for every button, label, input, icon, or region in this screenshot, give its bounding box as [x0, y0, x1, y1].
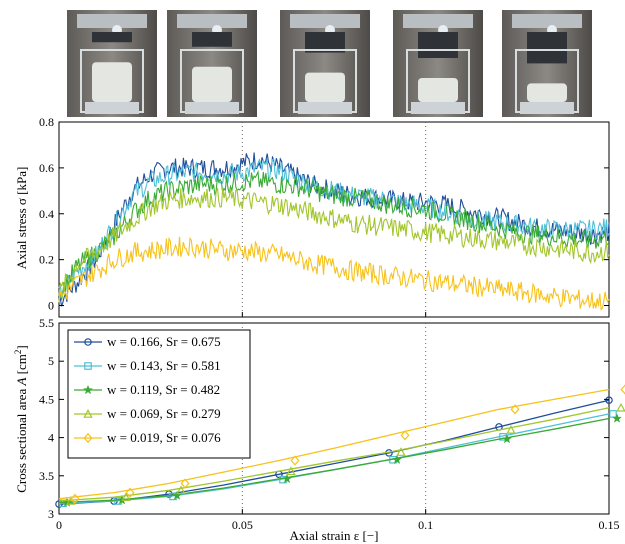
area-series-4-point: [286, 466, 296, 476]
area-panel: 3 3.5 4 4.5 5 5.5 0 0.05 0.1 0.15 Cross sectiona…: [13, 312, 625, 543]
legend-label: w = 0.019, Sr = 0.076: [107, 430, 221, 445]
area-series-2-point: [609, 410, 617, 418]
area-series-5-point: [290, 455, 300, 466]
legend-label: w = 0.166, Sr = 0.675: [107, 334, 221, 349]
area-series-5-point: [620, 384, 625, 395]
specimen-photo-4: [393, 10, 483, 117]
area-series-5-point: [400, 430, 410, 441]
area-series-4-point: [616, 402, 625, 412]
area-series-group: [55, 384, 625, 508]
area-series-4-point: [176, 485, 186, 495]
stress-y-tick-label: 0.6: [39, 161, 54, 175]
area-series-3-point: [172, 490, 182, 500]
area-x-axis-label: Axial strain ε [−]: [290, 528, 379, 543]
legend-box: [67, 329, 251, 459]
legend-swatch-marker: [83, 385, 93, 395]
area-y-axis-label-unit: [cm: [14, 354, 29, 377]
area-x-tick-label: 0.05: [232, 518, 253, 532]
area-series-3-line: [58, 417, 610, 504]
stress-panel: 0 0.2 0.4 0.6 0.8 Axial stress σ [kPa]: [14, 115, 610, 318]
area-y-axis-label-exp: 2: [13, 350, 23, 355]
area-x-tick-label: 0: [56, 518, 62, 532]
legend-label: w = 0.119, Sr = 0.482: [107, 382, 220, 397]
area-y-tick-label: 5: [48, 354, 54, 368]
legend-swatch-marker: [84, 338, 92, 346]
legend-swatch-marker: [84, 362, 92, 370]
area-y-axis-label-close: ]: [14, 345, 29, 349]
area-x-ticks: 0 0.05 0.1 0.15: [56, 312, 620, 532]
area-y-tick-label: 5.5: [39, 316, 54, 330]
area-series-5-point: [125, 487, 135, 498]
specimen-photo-2: [167, 10, 257, 117]
stress-y-tick-label: 0: [48, 299, 54, 313]
legend-swatch-marker: [83, 409, 93, 418]
stress-series-4: [58, 187, 610, 296]
area-series-1-line: [58, 399, 610, 505]
area-series-5-point: [70, 493, 80, 504]
area-x-tick-label: 0.15: [599, 518, 620, 532]
specimen-photo-1: [67, 10, 157, 117]
specimen-photo-3: [280, 10, 370, 117]
stress-y-axis-label: Axial stress σ [kPa]: [14, 167, 29, 270]
area-y-tick-label: 3: [48, 507, 54, 521]
specimen-photo-5: [502, 10, 592, 117]
area-series-4-point: [121, 492, 131, 501]
stress-series-3: [58, 169, 610, 302]
area-y-tick-label: 4.5: [39, 392, 54, 406]
area-series-3-point: [612, 413, 622, 423]
area-series-1-point: [605, 396, 613, 404]
area-series-3-point: [502, 434, 512, 444]
area-x-tick-label: 0.1: [418, 518, 433, 532]
stress-series-group: [58, 152, 610, 311]
stress-y-tick-label: 0.4: [39, 207, 54, 221]
stress-y-tick-label: 0.2: [39, 253, 54, 267]
area-series-4-point: [396, 447, 406, 456]
stress-grid: [241, 122, 427, 317]
area-series-3-point: [282, 473, 292, 483]
area-y-ticks: 3 3.5 4 4.5 5 5.5: [39, 316, 609, 521]
stress-y-tick-label: 0.8: [39, 115, 54, 129]
area-y-axis-label: Cross sectional area A [cm2]: [13, 345, 29, 492]
area-series-5-point: [510, 404, 520, 415]
legend-swatch-marker: [83, 432, 93, 444]
legend-label: w = 0.143, Sr = 0.581: [107, 358, 221, 373]
area-series-4-point: [506, 424, 516, 434]
area-series-5-point: [180, 478, 190, 489]
legend-label: w = 0.069, Sr = 0.279: [107, 406, 221, 421]
stress-plot-frame: [58, 121, 610, 318]
stress-series-5: [58, 236, 610, 311]
area-series-4-line: [58, 407, 610, 502]
area-y-axis-label-text: Cross sectional area: [14, 386, 29, 493]
legend: w = 0.166, Sr = 0.675 w = 0.143, Sr = 0.5…: [67, 329, 251, 459]
area-y-tick-label: 4: [48, 431, 54, 445]
stress-y-ticks: 0 0.2 0.4 0.6 0.8: [39, 115, 609, 313]
area-series-5-line: [58, 388, 610, 500]
area-series-3-point: [392, 454, 402, 464]
area-y-axis-label-symbol: A: [14, 378, 29, 387]
area-y-tick-label: 3.5: [39, 469, 54, 483]
